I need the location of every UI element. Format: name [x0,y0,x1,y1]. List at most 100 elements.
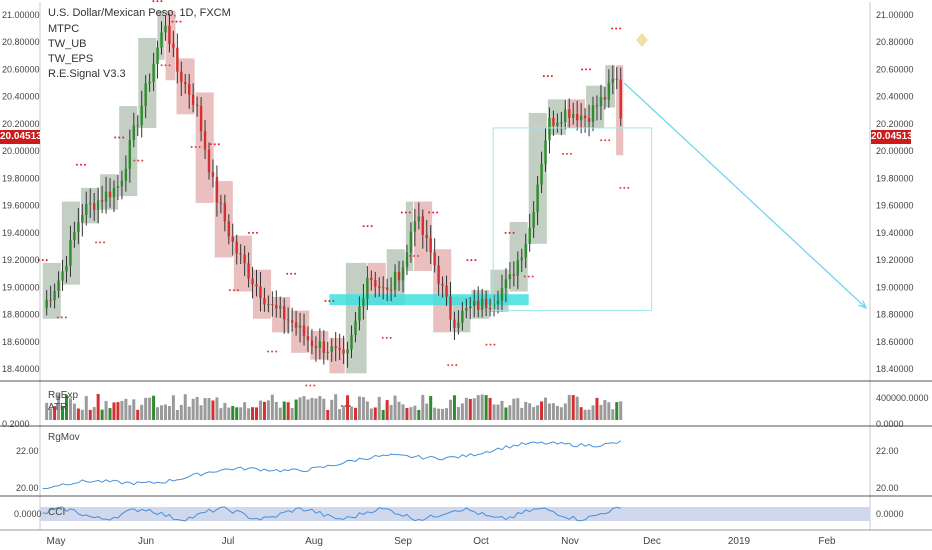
candle-down [172,43,175,48]
volume-bar [492,404,496,420]
signal-dot [470,259,473,262]
signal-dot [332,300,335,303]
volume-bar [488,397,492,420]
signal-dot [305,384,308,387]
indicator-label-tw-eps[interactable]: TW_EPS [48,53,94,65]
volume-bar [322,398,326,420]
lower-pane-tick: 22.00 [16,446,39,456]
candle-up [148,81,151,84]
indicator-label-tw-ub[interactable]: TW_UB [48,38,87,50]
volume-bar [567,394,571,420]
candle-up [279,306,282,309]
volume-bar [203,397,207,420]
candlestick-series [45,13,622,368]
candle-down [211,172,215,177]
volume-bar [409,407,413,420]
volume-bar [540,401,544,420]
volume-bar [318,396,322,420]
volume-bar [528,403,532,420]
candle-up [120,180,124,187]
candle-up [346,349,349,354]
candle-up [607,82,611,100]
signal-dot [114,136,117,139]
signal-dot [194,146,197,149]
rgmov-pane-label[interactable]: RgMov [48,432,80,443]
volume-pane-label-atr[interactable]: ATR [48,402,68,413]
volume-bar [342,405,346,420]
current-price-flag-right: 20.04513 [871,130,913,144]
volume-pane-label-rgexp[interactable]: RgExp [48,390,79,401]
signal-dot [428,211,431,214]
candle-down [429,238,432,253]
signal-dot [95,241,98,244]
candle-up [57,280,60,291]
indicator-label-re-signal[interactable]: R.E.Signal V3.3 [48,68,126,80]
candle-down [108,191,112,198]
volume-bar [199,405,203,420]
candle-up [461,310,464,323]
signal-dot [619,27,622,30]
signal-dot [523,275,526,278]
volume-bar [373,407,377,420]
signal-dot [247,231,250,234]
candle-up [405,252,409,268]
left-price-tick: 18.40000 [2,364,40,374]
candle-down [342,349,345,354]
volume-bar [591,405,595,420]
signal-dot [37,259,40,262]
volume-bar [346,395,350,420]
volume-bar [433,407,437,420]
candle-up [473,300,476,307]
indicator-label-mtpc[interactable]: MTPC [48,23,80,35]
signal-dot [504,231,507,234]
signal-dot [485,343,488,346]
time-label: Nov [561,536,579,547]
candle-up [136,125,139,127]
rgmov-line [42,440,621,490]
candle-down [271,304,274,306]
right-price-tick: 19.60000 [876,201,914,211]
candle-down [49,299,52,301]
signal-dot [313,384,316,387]
volume-bar [167,406,171,420]
volume-bar [96,394,100,420]
volume-bar [599,404,603,420]
price-axis: 21.00000 21.00000 20.80000 20.80000 20.60000… [2,10,929,519]
right-price-tick: 21.00000 [876,10,914,20]
volume-bar [251,407,255,420]
volume-bar [112,402,116,420]
signal-dot [213,143,216,146]
time-label: Dec [643,536,661,547]
volume-bar [563,403,567,420]
volume-bar [235,407,239,420]
candle-down [184,82,187,85]
time-label: Aug [305,536,323,547]
candle-up [156,47,159,64]
volume-bar [357,396,361,420]
volume-bar [128,405,132,420]
signal-dot [615,27,618,30]
volume-bar [314,398,318,420]
volume-bar [104,400,108,420]
volume-bar [76,408,80,420]
volume-bar [381,409,385,420]
candle-up [528,227,531,244]
cci-pane-label[interactable]: CCI [48,507,66,518]
signal-dot [489,343,492,346]
volume-bar [369,408,373,420]
candle-up [81,214,84,223]
range-box [252,269,272,319]
current-price-flag-left: 20.04513 [0,130,42,144]
right-price-tick: 20.20000 [876,119,914,129]
volume-bar [330,399,334,420]
volume-bar [72,403,76,420]
signal-dot [309,384,312,387]
volume-bar [243,402,247,420]
volume-bar [49,408,53,420]
volume-bar [452,395,456,420]
candle-down [314,346,318,349]
volume-bar [555,405,559,420]
candle-up [591,105,595,122]
candle-up [508,274,512,280]
